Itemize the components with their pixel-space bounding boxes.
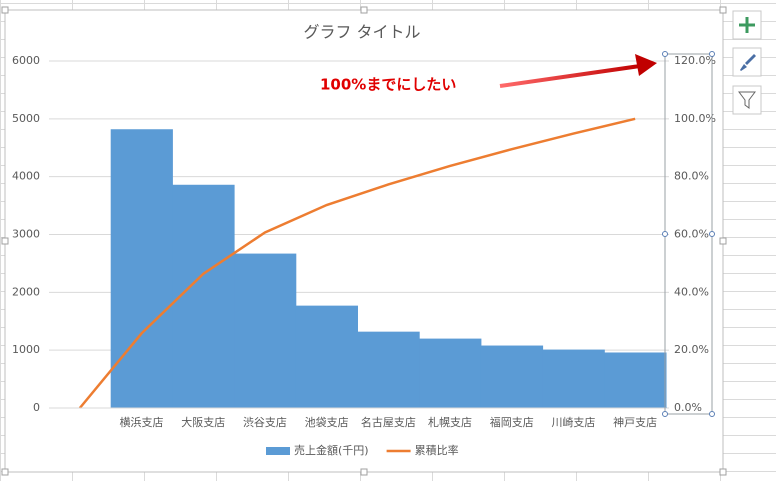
x-tick-label: 名古屋支店 xyxy=(361,415,416,429)
axis-handles xyxy=(662,51,715,417)
arrow-head xyxy=(635,54,657,76)
y-tick-label: 2000 xyxy=(12,285,40,298)
bar xyxy=(172,184,235,408)
bar xyxy=(480,345,544,408)
y-tick-label: 3000 xyxy=(12,228,40,241)
bar xyxy=(110,129,173,408)
y2-tick-label: 120.0% xyxy=(674,54,716,67)
filter-icon xyxy=(738,91,756,109)
bar xyxy=(542,349,605,408)
y2-tick-label: 0.0% xyxy=(674,401,702,414)
y2-tick-label: 80.0% xyxy=(674,170,709,183)
legend-swatch xyxy=(266,447,290,455)
bar xyxy=(295,305,358,408)
chart-title: グラフ タイトル xyxy=(303,23,420,42)
y-tick-label: 5000 xyxy=(12,112,40,125)
x-tick-label: 札幌支店 xyxy=(428,415,472,429)
add-element-button[interactable] xyxy=(732,10,762,40)
y-tick-label: 4000 xyxy=(12,170,40,183)
y2-tick-label: 20.0% xyxy=(674,343,709,356)
y2-tick-label: 40.0% xyxy=(674,285,709,298)
chart-buttons xyxy=(732,10,762,115)
annotation-arrow xyxy=(499,64,641,88)
legend-label: 累積比率 xyxy=(415,443,459,457)
y-tick-label: 0 xyxy=(33,401,40,414)
y-tick-label: 1000 xyxy=(12,343,40,356)
legend-label: 売上金額(千円) xyxy=(294,443,369,457)
handles xyxy=(1,6,727,476)
bar xyxy=(357,331,420,408)
x-tick-label: 神戸支店 xyxy=(613,415,657,429)
y2-tick-label: 100.0% xyxy=(674,112,716,125)
x-tick-label: 川崎支店 xyxy=(551,415,595,429)
x-tick-label: 大阪支店 xyxy=(181,415,225,429)
bar xyxy=(419,338,482,408)
x-tick-label: 渋谷支店 xyxy=(243,415,287,429)
y2-tick-label: 60.0% xyxy=(674,228,709,241)
y-tick-label: 6000 xyxy=(12,54,40,67)
x-tick-label: 福岡支店 xyxy=(490,415,534,429)
x-tick-label: 池袋支店 xyxy=(305,415,349,429)
plot: 0 1000 2000 3000 4000 5000 6000 0.0% 20.0% 40.0% 6… xyxy=(12,54,716,457)
annotation: 100%までにしたい xyxy=(320,76,456,94)
bar xyxy=(604,352,667,408)
x-tick-label: 横浜支店 xyxy=(120,415,164,429)
brush-icon xyxy=(740,54,756,71)
line xyxy=(78,117,636,409)
bar xyxy=(234,253,297,408)
plus-icon xyxy=(739,17,755,33)
